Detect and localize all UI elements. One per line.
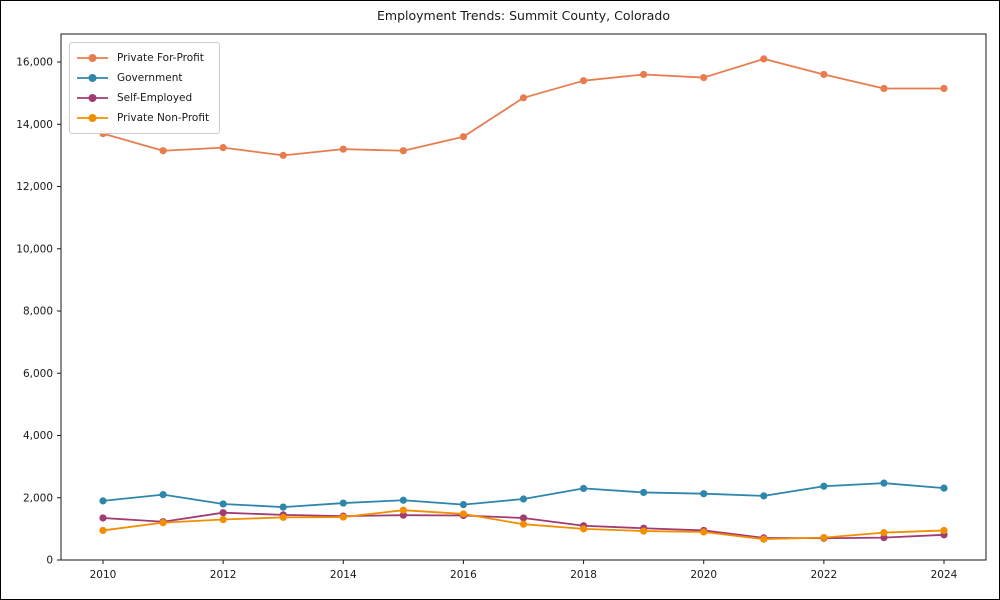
data-point-marker	[459, 133, 468, 141]
data-point-marker	[940, 526, 948, 535]
x-tick-label: 2014	[330, 569, 357, 581]
data-point-marker	[99, 514, 107, 522]
data-point-marker	[940, 484, 948, 492]
y-tick-label: 6,000	[23, 368, 53, 380]
data-point-marker	[820, 482, 828, 490]
legend-line-marker-icon	[77, 114, 108, 122]
data-point-marker	[880, 529, 888, 537]
data-point-marker	[339, 513, 347, 521]
y-tick-label: 2,000	[23, 492, 53, 504]
data-point-marker	[339, 499, 347, 507]
data-point-marker	[880, 533, 888, 542]
data-point-marker	[640, 70, 648, 79]
chart-title: Employment Trends: Summit County, Colora…	[377, 8, 670, 23]
y-tick-label: 4,000	[23, 430, 53, 442]
data-point-marker	[279, 513, 287, 521]
x-tick-label: 2010	[90, 569, 117, 581]
legend-line-marker-icon	[77, 54, 108, 62]
data-point-marker	[579, 484, 588, 493]
data-point-marker	[700, 490, 708, 498]
data-point-marker	[159, 519, 167, 527]
series-line	[102, 482, 945, 508]
data-point-marker	[519, 514, 528, 522]
x-tick-label: 2016	[450, 569, 477, 581]
x-tick-label: 2012	[210, 569, 237, 581]
data-point-marker	[519, 495, 528, 503]
data-point-marker	[519, 94, 528, 102]
legend-item: Private For-Profit	[77, 48, 209, 68]
data-point-marker	[279, 503, 287, 511]
legend-item: Self-Employed	[77, 88, 209, 108]
data-point-marker	[940, 84, 948, 93]
data-point-marker	[579, 525, 588, 533]
data-point-marker	[159, 491, 167, 499]
y-tick-label: 14,000	[16, 119, 53, 131]
y-tick-label: 12,000	[16, 181, 53, 193]
data-point-marker	[760, 535, 768, 543]
data-point-marker	[640, 527, 648, 535]
x-tick-label: 2024	[931, 569, 958, 581]
plot-frame	[60, 33, 987, 561]
data-point-marker	[99, 526, 107, 535]
data-point-marker	[219, 509, 227, 517]
data-point-marker	[820, 70, 828, 79]
data-point-marker	[700, 528, 708, 536]
data-point-marker	[519, 520, 528, 528]
legend-item: Government	[77, 68, 209, 88]
x-tick-label: 2022	[810, 569, 837, 581]
data-point-marker	[880, 479, 888, 487]
data-point-marker	[399, 147, 407, 155]
y-tick-label: 8,000	[23, 306, 53, 318]
data-point-marker	[760, 55, 768, 63]
data-point-marker	[459, 510, 468, 518]
legend: Private For-Profit Government Self-Employe…	[69, 42, 221, 134]
data-point-marker	[219, 144, 227, 152]
data-point-marker	[399, 511, 407, 519]
data-point-marker	[219, 515, 227, 524]
data-point-marker	[760, 492, 768, 500]
y-tick-label: 0	[46, 555, 53, 567]
data-point-marker	[159, 147, 167, 155]
data-point-marker	[279, 151, 287, 159]
data-point-marker	[459, 500, 468, 509]
data-point-marker	[399, 496, 407, 504]
data-point-marker	[640, 488, 648, 497]
legend-line-marker-icon	[77, 74, 108, 82]
data-point-marker	[579, 77, 588, 85]
x-tick-label: 2020	[690, 569, 717, 581]
data-point-marker	[99, 497, 107, 505]
legend-item: Private Non-Profit	[77, 108, 209, 128]
series-line	[102, 57, 944, 157]
data-point-marker	[820, 533, 828, 542]
data-point-marker	[339, 145, 347, 153]
x-tick-label: 2018	[570, 569, 597, 581]
y-tick-label: 16,000	[16, 57, 53, 69]
legend-label: Self-Employed	[117, 92, 193, 104]
data-point-marker	[880, 84, 888, 93]
legend-label: Government	[117, 72, 183, 84]
y-tick-label: 10,000	[16, 243, 53, 255]
legend-label: Private For-Profit	[117, 52, 204, 64]
data-point-marker	[700, 73, 708, 82]
data-point-marker	[399, 506, 407, 514]
legend-label: Private Non-Profit	[117, 112, 210, 124]
data-point-marker	[219, 500, 227, 508]
legend-line-marker-icon	[77, 94, 108, 102]
